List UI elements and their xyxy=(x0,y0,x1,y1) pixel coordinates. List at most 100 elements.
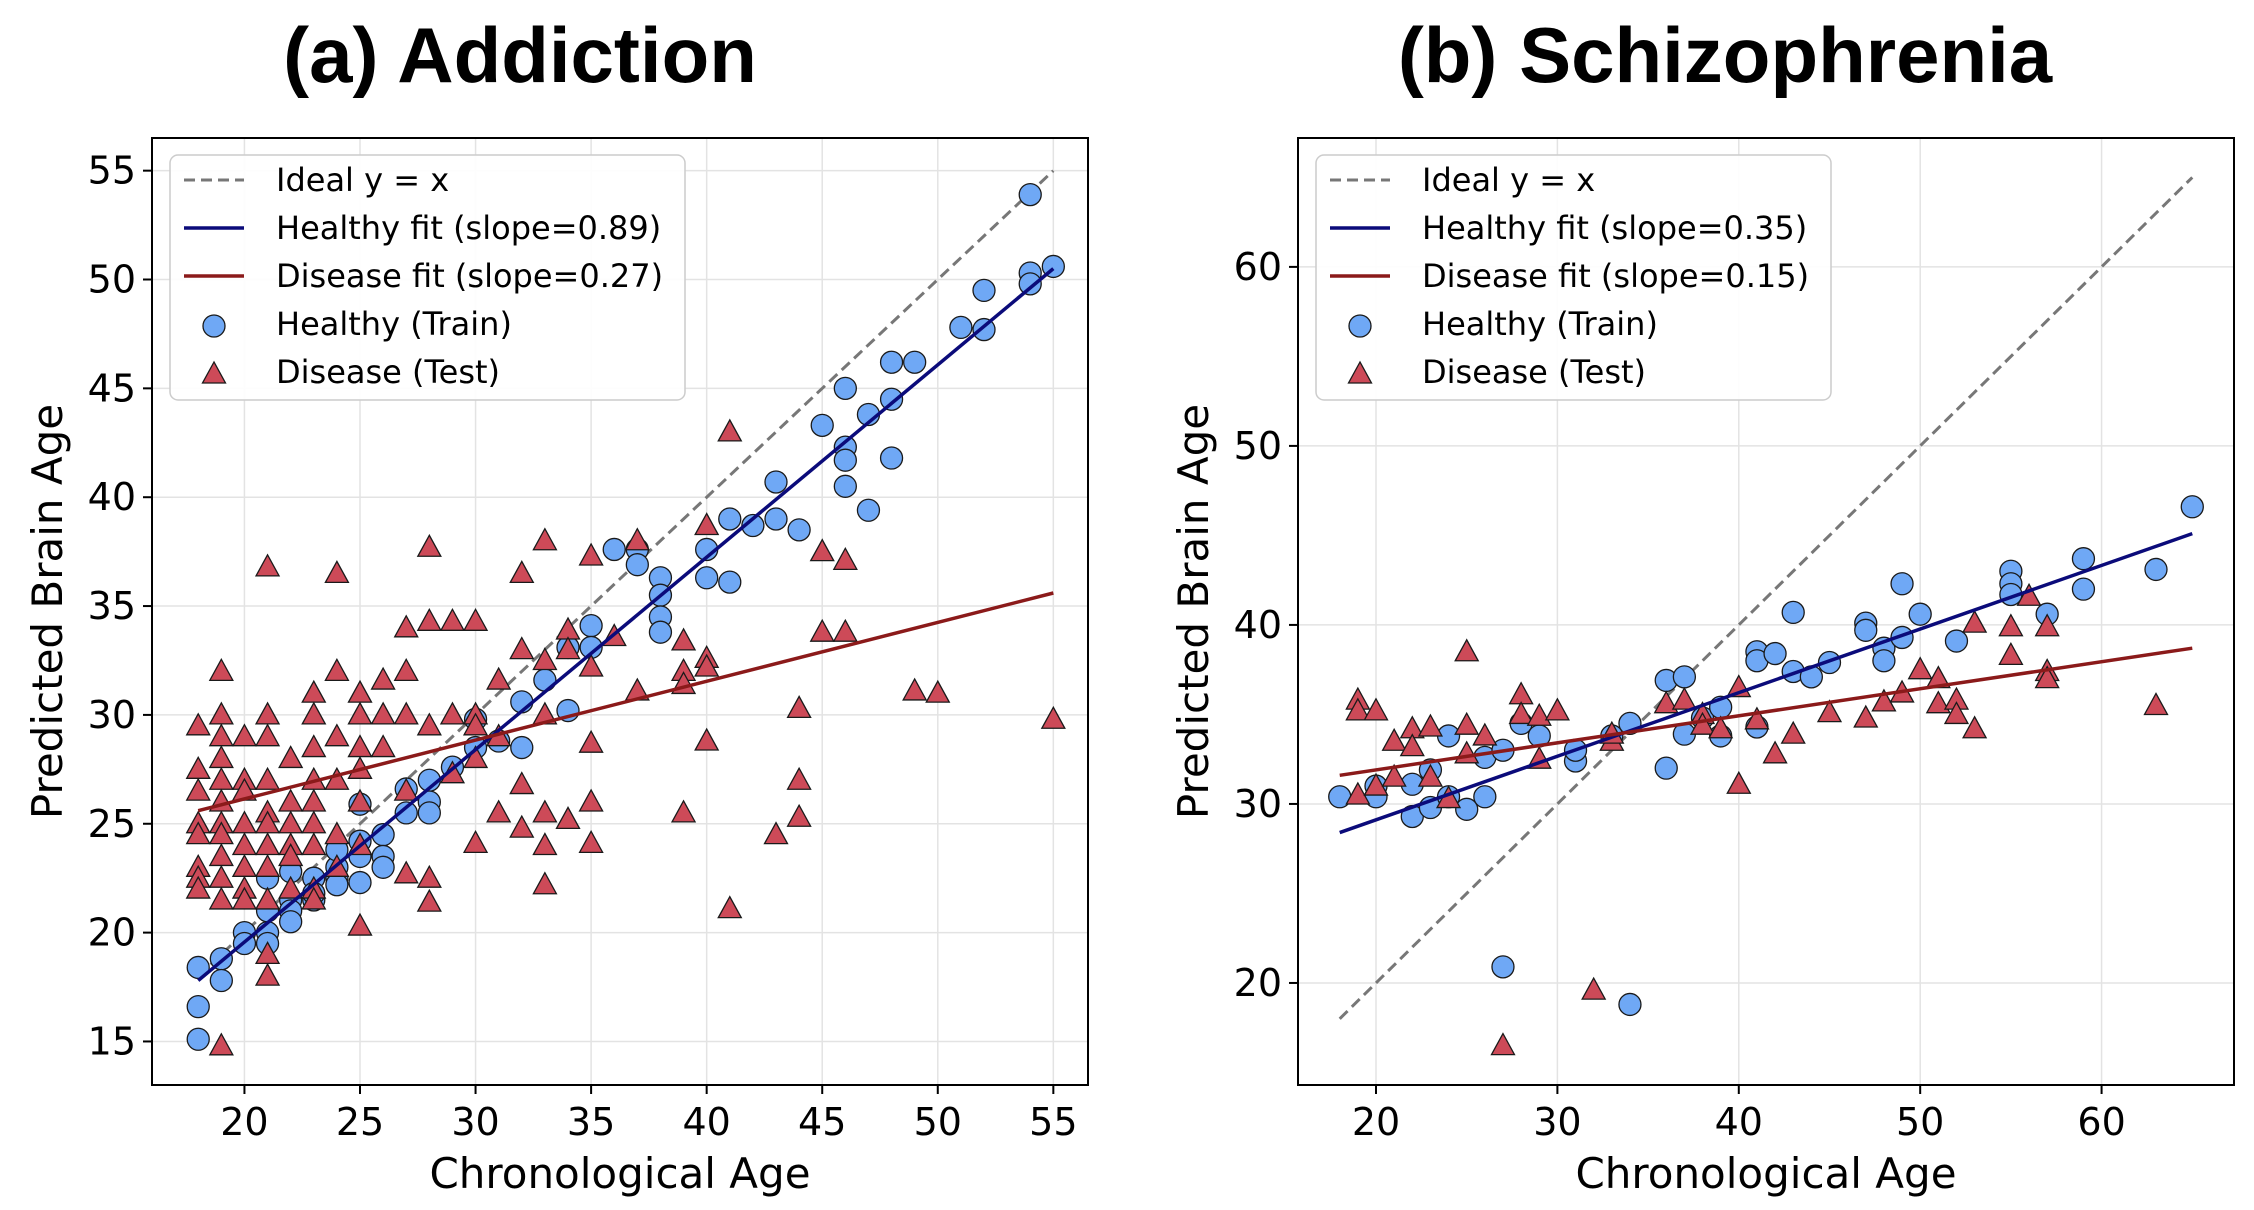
disease-point xyxy=(694,512,720,536)
healthy-point xyxy=(417,801,441,825)
disease-point xyxy=(532,799,558,823)
y-tick-label: 60 xyxy=(1234,245,1282,289)
healthy-point xyxy=(1455,797,1479,821)
data-layer xyxy=(185,169,1066,1056)
legend-box xyxy=(169,154,686,401)
x-tick-label: 20 xyxy=(220,1100,268,1144)
legend-box xyxy=(1315,154,1832,401)
disease-point xyxy=(694,727,720,751)
x-tick-label: 60 xyxy=(2077,1100,2125,1144)
disease-point xyxy=(278,745,304,769)
healthy-point xyxy=(833,376,857,401)
legend-circle-swatch xyxy=(1348,314,1372,338)
healthy-point xyxy=(1473,785,1497,809)
legend: Ideal y = x Healthy fit (slope=0.35) Disea… xyxy=(1315,154,1832,401)
disease-point xyxy=(254,941,281,965)
healthy-point xyxy=(325,873,349,897)
disease-point xyxy=(1544,697,1570,721)
y-tick-label: 20 xyxy=(1234,961,1282,1005)
healthy-fit-line xyxy=(1339,531,2193,835)
disease-point xyxy=(254,723,281,747)
x-tick-label: 50 xyxy=(1896,1100,1944,1144)
disease-point xyxy=(925,679,951,703)
healthy-point xyxy=(1944,629,1969,653)
disease-point xyxy=(1399,733,1425,757)
disease-point xyxy=(2034,613,2060,637)
healthy-point xyxy=(371,855,395,879)
healthy-point xyxy=(879,387,904,411)
chart-panel-2: (b) Schizophrenia 20 30 40 50 60 20 30 40 50 60 Chr… xyxy=(1169,11,2235,1198)
disease-point xyxy=(324,658,350,682)
disease-point xyxy=(555,636,581,660)
healthy-point xyxy=(1854,618,1878,642)
disease-point xyxy=(486,666,512,690)
healthy-point xyxy=(2071,547,2096,571)
legend-label: Disease (Test) xyxy=(1422,353,1646,391)
disease-point xyxy=(1454,638,1480,662)
disease-point xyxy=(1345,697,1371,721)
disease-point xyxy=(231,723,258,747)
disease-point xyxy=(254,962,281,986)
disease-point xyxy=(486,799,512,823)
disease-point xyxy=(1998,613,2024,637)
disease-point xyxy=(370,666,396,690)
disease-point xyxy=(1708,715,1734,739)
healthy-point xyxy=(2144,557,2168,582)
disease-point xyxy=(809,538,835,562)
disease-point xyxy=(185,821,211,845)
disease-point xyxy=(1925,690,1951,714)
disease-point xyxy=(231,886,258,910)
y-tick-label: 30 xyxy=(88,693,136,737)
disease-point xyxy=(185,712,211,736)
healthy-point xyxy=(186,1027,210,1051)
disease-point xyxy=(1744,706,1770,730)
disease-point xyxy=(416,864,442,888)
legend-label: Disease fit (slope=0.27) xyxy=(276,257,663,295)
disease-point xyxy=(1381,727,1407,751)
disease-point xyxy=(578,542,604,566)
disease-point xyxy=(347,701,373,725)
disease-point xyxy=(902,677,928,701)
legend-circle-swatch xyxy=(202,314,226,338)
healthy-point xyxy=(972,317,996,342)
disease-point xyxy=(786,803,812,827)
healthy-point xyxy=(764,507,788,531)
disease-point xyxy=(509,814,535,838)
healthy-point xyxy=(2071,577,2096,601)
disease-point xyxy=(439,607,466,631)
disease-point xyxy=(532,832,558,856)
disease-point xyxy=(1962,715,1988,739)
disease-point xyxy=(786,766,812,790)
legend-label: Healthy fit (slope=0.89) xyxy=(276,209,661,247)
disease-point xyxy=(393,860,419,884)
healthy-point xyxy=(695,566,719,590)
x-tick-label: 40 xyxy=(682,1100,730,1144)
healthy-fit-line xyxy=(197,267,1055,982)
disease-point xyxy=(1526,702,1552,726)
y-tick-label: 55 xyxy=(88,149,136,193)
y-axis-label: Predicted Brain Age xyxy=(1169,404,1218,819)
healthy-point xyxy=(279,910,303,934)
healthy-point xyxy=(579,614,603,638)
healthy-point xyxy=(903,350,927,374)
legend-label: Ideal y = x xyxy=(276,161,449,199)
legend-label: Healthy (Train) xyxy=(1422,305,1658,343)
disease-point xyxy=(393,614,419,638)
healthy-point xyxy=(1618,992,1642,1017)
healthy-point xyxy=(186,994,210,1019)
disease-point xyxy=(1726,770,1752,794)
x-tick-label: 35 xyxy=(567,1100,615,1144)
healthy-point xyxy=(718,570,742,594)
disease-point xyxy=(301,701,327,725)
healthy-point xyxy=(787,518,811,542)
healthy-point xyxy=(1018,182,1042,207)
disease-point xyxy=(555,806,581,830)
disease-point xyxy=(509,636,535,660)
disease-point xyxy=(717,418,743,442)
disease-point xyxy=(717,895,743,919)
x-tick-label: 55 xyxy=(1029,1100,1077,1144)
healthy-point xyxy=(1908,602,1932,626)
disease-point xyxy=(416,712,442,736)
y-tick-label: 25 xyxy=(88,802,136,846)
